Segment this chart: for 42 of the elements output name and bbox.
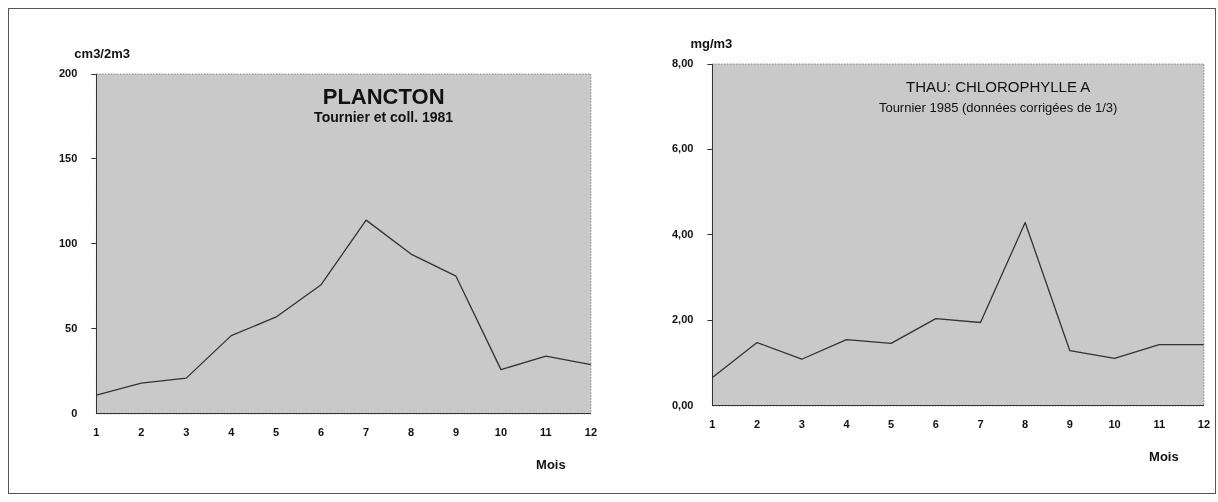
x-tick-label: 11 <box>1153 418 1166 431</box>
x-tick-label: 5 <box>273 426 280 439</box>
y-tick-label: 200 <box>58 67 78 80</box>
x-tick-label: 5 <box>888 418 895 431</box>
text: Tournier 1985 (données corrigées de 1/3) <box>878 99 1118 115</box>
x-tick-label: 2 <box>138 426 145 439</box>
text: PLANCTON <box>322 84 445 110</box>
x-tick-label: 9 <box>452 426 460 439</box>
y-tick-label: 100 <box>58 236 78 249</box>
text: THAU: CHLOROPHYLLE A <box>906 78 1091 96</box>
x-tick-label: 8 <box>1022 418 1029 431</box>
x-tick-label: 6 <box>318 426 325 439</box>
y-tick-label: 50 <box>65 321 78 334</box>
y-tick-label: 6,00 <box>671 142 694 155</box>
y-tick-label: 0,00 <box>671 398 694 411</box>
x-tick-label: 2 <box>754 418 761 431</box>
x-tick-label: 11 <box>540 426 552 439</box>
y-tick-label: 150 <box>58 151 78 164</box>
x-tick-label: 3 <box>798 418 805 431</box>
x-tick-label: 4 <box>228 426 236 439</box>
x-axis-title: Mois <box>1149 449 1179 465</box>
x-tick-label: 7 <box>363 426 370 439</box>
text: Tournier et coll. 1981 <box>314 108 454 125</box>
y-axis-title: cm3/2m3 <box>74 45 131 61</box>
y-tick-label: 8,00 <box>671 57 694 70</box>
x-tick-label: 7 <box>977 418 984 431</box>
x-tick-label: 12 <box>584 426 598 439</box>
y-tick-label: 2,00 <box>671 313 694 326</box>
x-tick-label: 1 <box>93 426 100 439</box>
x-tick-label: 1 <box>709 418 716 431</box>
x-tick-label: 3 <box>183 426 190 439</box>
x-tick-label: 9 <box>1066 418 1073 431</box>
x-tick-label: 10 <box>494 426 508 439</box>
x-tick-label: 12 <box>1197 418 1211 431</box>
y-tick-label: 0 <box>71 406 78 419</box>
y-axis-title: mg/m3 <box>690 35 733 51</box>
x-tick-label: 6 <box>932 418 939 431</box>
y-tick-label: 4,00 <box>671 227 694 240</box>
x-axis-title: Mois <box>536 457 566 473</box>
x-tick-label: 10 <box>1108 418 1121 431</box>
x-tick-label: 8 <box>407 426 415 439</box>
x-tick-label: 4 <box>843 418 851 431</box>
